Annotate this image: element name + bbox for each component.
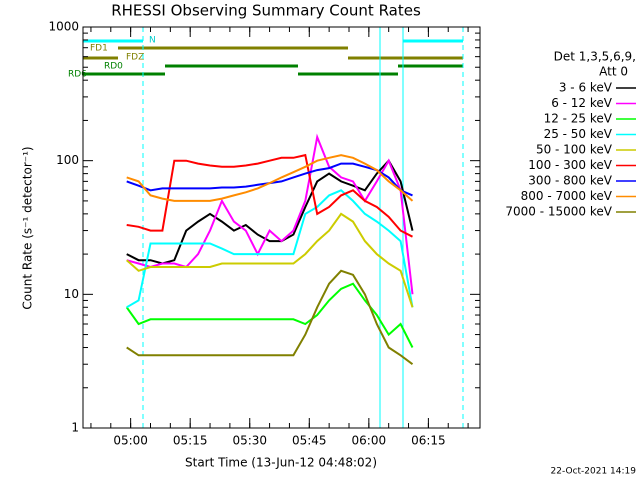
x-tick-label: 05:45 [292, 434, 327, 448]
series-line [126, 212, 414, 308]
plot-frame [82, 26, 481, 429]
series-line [126, 154, 414, 202]
state-label: FD1 [90, 44, 108, 54]
series-line [126, 159, 414, 265]
state-bars [83, 39, 463, 76]
y-tick-label: 1000 [48, 20, 79, 34]
x-axis-label: Start Time (13-Jun-12 04:48:02) [185, 456, 377, 470]
legend-label: 25 - 50 keV [544, 127, 613, 141]
x-tick-label: 05:30 [232, 434, 267, 448]
footer: 22-Oct-2021 14:19 [551, 467, 637, 477]
y-tick-label: 1 [71, 421, 79, 435]
x-tick-label: 05:00 [113, 434, 148, 448]
legend-label: 3 - 6 keV [559, 81, 613, 95]
legend-label: 12 - 25 keV [544, 112, 613, 126]
state-label: RD6 [68, 70, 87, 80]
series-line [126, 189, 414, 309]
x-tick-label: 06:15 [411, 434, 446, 448]
state-label: FDZ [126, 53, 144, 63]
markers [142, 27, 464, 428]
y-axis-label: Count Rate (s⁻¹ detector⁻¹) [21, 146, 35, 309]
legend-label: 50 - 100 keV [536, 143, 613, 157]
y-tick-label: 100 [56, 153, 79, 167]
legend-header: Att 0 [599, 65, 628, 79]
chart-title: RHESSI Observing Summary Count Rates [111, 2, 421, 20]
legend-header: Det 1,3,5,6,9, [554, 50, 636, 64]
state-label: RD0 [104, 62, 123, 72]
series-line [126, 269, 414, 366]
legend-label: 7000 - 15000 keV [505, 205, 612, 219]
y-tick-label: 10 [64, 287, 79, 301]
series-line [125, 282, 414, 348]
x-tick-label: 05:15 [173, 434, 208, 448]
legend-label: 100 - 300 keV [528, 158, 612, 172]
state-label: N [149, 36, 156, 46]
legend-label: 6 - 12 keV [551, 96, 613, 110]
series-line [126, 153, 413, 238]
legend-label: 800 - 7000 keV [521, 189, 613, 203]
legend-label: 300 - 800 keV [528, 174, 612, 188]
x-tick-label: 06:00 [352, 434, 387, 448]
